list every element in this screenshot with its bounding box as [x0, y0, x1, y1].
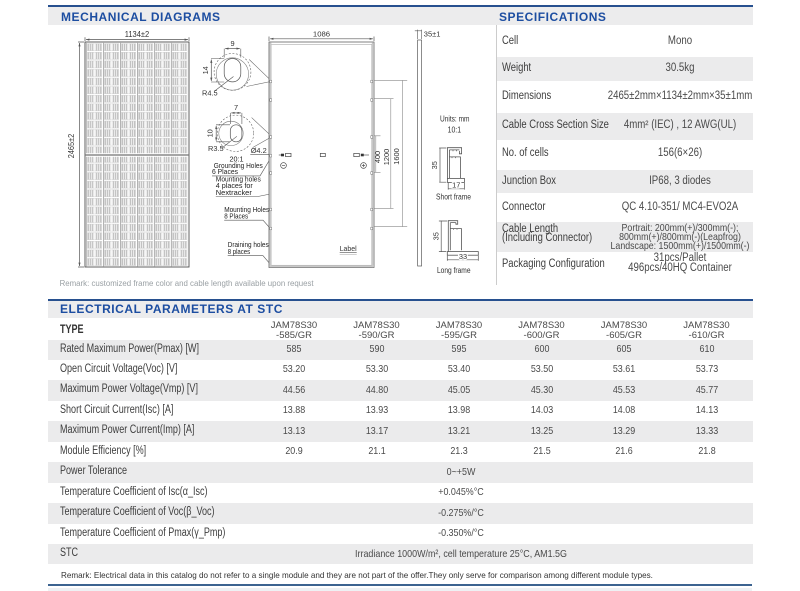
svg-text:1086: 1086 [313, 30, 330, 39]
svg-text:1200: 1200 [382, 149, 391, 165]
svg-text:17: 17 [452, 181, 460, 190]
svg-text:33: 33 [459, 252, 467, 261]
svg-text:R4.5: R4.5 [202, 89, 218, 98]
svg-text:Remark: customized frame color: Remark: customized frame color and cable… [60, 278, 315, 288]
svg-text:35: 35 [431, 232, 440, 240]
svg-text:1600: 1600 [392, 148, 401, 164]
svg-text:Mounting holes: Mounting holes [216, 175, 261, 184]
svg-text:1134±2: 1134±2 [125, 30, 150, 39]
svg-text:6 Places: 6 Places [212, 167, 238, 176]
svg-text:4 places for: 4 places for [216, 181, 254, 190]
svg-text:35: 35 [430, 161, 439, 169]
svg-text:Label: Label [340, 244, 357, 253]
svg-text:8 places: 8 places [228, 247, 251, 256]
svg-text:14: 14 [201, 66, 210, 74]
svg-text:Mounting Holes: Mounting Holes [224, 205, 269, 214]
svg-text:R3.5: R3.5 [208, 144, 224, 153]
svg-text:9: 9 [230, 39, 234, 48]
svg-text:400: 400 [373, 151, 382, 163]
svg-text:Grounding Holes: Grounding Holes [214, 161, 263, 170]
svg-text:8 Places: 8 Places [224, 211, 248, 220]
svg-text:Short frame: Short frame [436, 193, 471, 202]
svg-text:Long frame: Long frame [437, 266, 471, 275]
svg-text:2465±2: 2465±2 [67, 133, 76, 158]
svg-text:10: 10 [206, 129, 215, 137]
svg-text:10:1: 10:1 [448, 126, 462, 135]
svg-text:20:1: 20:1 [230, 154, 244, 163]
svg-text:Nextracker: Nextracker [216, 188, 253, 197]
svg-text:35±1: 35±1 [424, 30, 441, 39]
svg-text:Draining holes: Draining holes [228, 240, 269, 249]
svg-text:7: 7 [234, 103, 238, 112]
svg-text:Units: mm: Units: mm [440, 114, 470, 123]
svg-text:Ø4.2: Ø4.2 [251, 146, 267, 155]
